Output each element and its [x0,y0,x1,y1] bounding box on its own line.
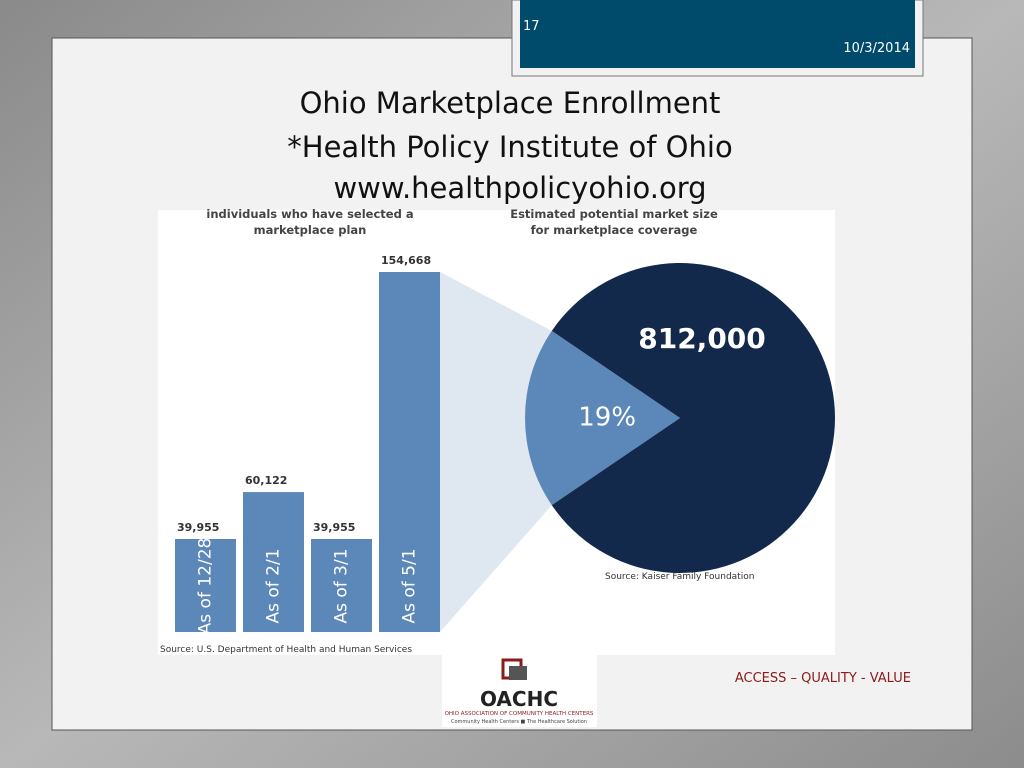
chart-title: marketplace plan [254,223,367,237]
pie-slice [524,330,680,506]
connector [440,272,552,632]
chart-title: Estimated potential market size [510,207,718,221]
date: 10/3/2014 [843,41,910,56]
title: www.healthpolicyohio.org [333,171,706,205]
data-label: 154,668 [381,254,431,267]
chart-title: individuals who have selected a [206,207,413,221]
logo-tagline: Community Health Centers ■ The Healthcar… [451,719,587,725]
slide-number: 17 [523,19,540,34]
pie-slice [551,262,835,574]
data-label: 39,955 [177,521,219,534]
data-label: 60,122 [245,474,287,487]
x-tick-label: As of 5/1 [400,548,420,623]
x-tick-label: As of 2/1 [264,548,284,623]
x-tick-label: As of 12/28 [196,538,216,635]
charts: individuals who have selected a marketpla… [160,207,835,655]
chart-title: for marketplace coverage [531,223,698,237]
source: Source: Kaiser Family Foundation [605,572,754,582]
bar [243,492,304,632]
source: Source: U.S. Department of Health and Hu… [160,645,412,655]
data-label: 39,955 [313,521,355,534]
logo-name: OACHC [480,687,558,711]
footer: ACCESS – QUALITY - VALUE [735,671,911,686]
total-label: 812,000 [638,322,766,355]
title: *Health Policy Institute of Ohio [287,130,732,164]
header-box [520,0,915,68]
title: Ohio Marketplace Enrollment [300,86,721,120]
bar [175,539,236,632]
data-label: 19% [578,403,636,433]
bar [379,272,440,632]
logo-full-name: OHIO ASSOCIATION OF COMMUNITY HEALTH CEN… [445,711,594,717]
logo-icon [509,666,527,680]
x-tick-label: As of 3/1 [332,548,352,623]
bar [311,539,372,632]
